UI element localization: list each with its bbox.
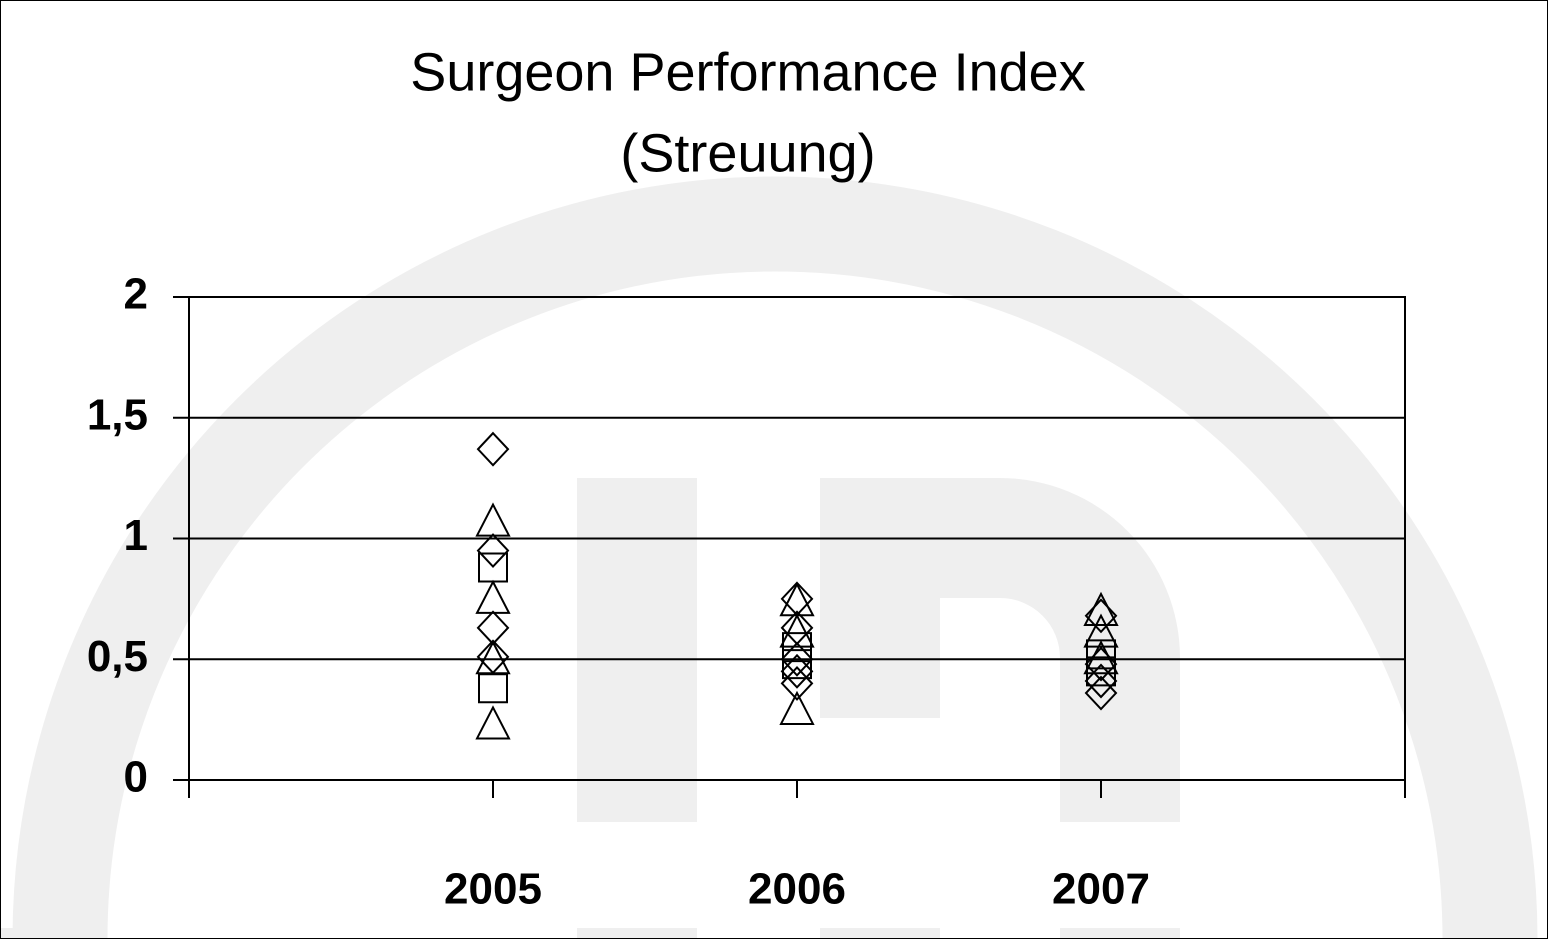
marker-diamond xyxy=(1084,598,1118,634)
marker-triangle xyxy=(1083,613,1119,648)
marker-diamond xyxy=(1084,675,1118,711)
chart-subtitle: (Streuung) xyxy=(620,123,875,183)
marker-diamond xyxy=(780,641,814,677)
watermark-blocks xyxy=(0,478,1180,939)
y-tick-label: 0 xyxy=(124,753,148,802)
y-tick-label: 0,5 xyxy=(87,632,148,681)
marker-diamond xyxy=(1084,663,1118,699)
marker-diamond xyxy=(476,431,510,467)
watermark xyxy=(12,176,1538,939)
marker-triangle xyxy=(475,579,511,614)
marker-triangle xyxy=(779,613,815,648)
marker-square xyxy=(478,673,508,704)
marker-square xyxy=(782,649,812,680)
chart-title: Surgeon Performance Index xyxy=(410,42,1085,102)
marker-square xyxy=(1086,656,1116,687)
marker-diamond xyxy=(476,639,510,675)
y-tick-label: 2 xyxy=(124,270,148,319)
marker-diamond xyxy=(780,653,814,689)
x-tick-label: 2006 xyxy=(748,865,846,914)
x-tick-label: 2007 xyxy=(1052,865,1150,914)
marker-diamond xyxy=(476,610,510,646)
x-tick-label: 2005 xyxy=(444,865,542,914)
y-tick-label: 1 xyxy=(124,511,148,560)
marker-triangle xyxy=(779,690,815,725)
marker-triangle xyxy=(475,502,511,537)
marker-diamond xyxy=(780,581,814,617)
y-tick-label: 1,5 xyxy=(87,390,148,439)
marker-triangle xyxy=(475,705,511,740)
marker-triangle xyxy=(475,640,511,675)
marker-diamond xyxy=(1084,646,1118,682)
marker-diamond xyxy=(476,533,510,569)
marker-square xyxy=(478,552,508,583)
marker-triangle xyxy=(1083,591,1119,626)
